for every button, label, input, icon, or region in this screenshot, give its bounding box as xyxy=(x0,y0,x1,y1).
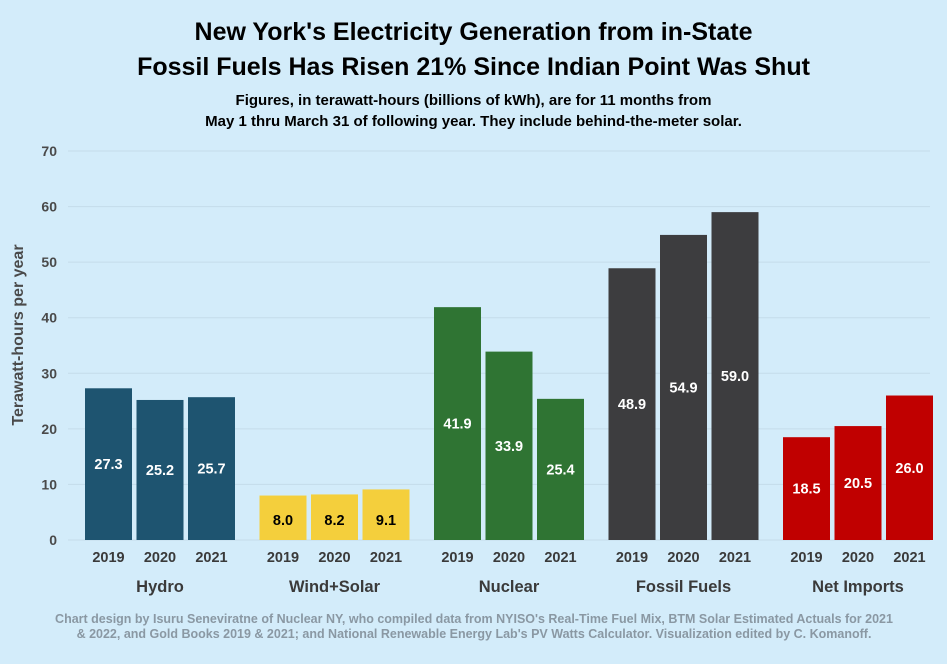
x-tick-label: 2019 xyxy=(92,550,124,566)
y-tick-label: 50 xyxy=(41,254,57,270)
y-tick-label: 20 xyxy=(41,421,57,437)
x-tick-label: 2020 xyxy=(667,550,699,566)
x-tick-label: 2021 xyxy=(893,550,925,566)
bar-data-label: 25.4 xyxy=(546,462,574,478)
x-tick-label: 2021 xyxy=(719,550,751,566)
chart-subtitle-line-1: Figures, in terawatt-hours (billions of … xyxy=(235,92,712,109)
x-tick-label: 2020 xyxy=(493,550,525,566)
x-tick-label: 2019 xyxy=(441,550,473,566)
x-tick-label: 2019 xyxy=(616,550,648,566)
x-tick-label: 2021 xyxy=(195,550,227,566)
category-label: Wind+Solar xyxy=(289,578,381,596)
x-tick-label: 2021 xyxy=(370,550,402,566)
bar-data-label: 48.9 xyxy=(618,397,646,413)
bar-data-label: 33.9 xyxy=(495,439,523,455)
bar xyxy=(886,395,933,540)
y-tick-label: 70 xyxy=(41,143,57,159)
y-tick-label: 30 xyxy=(41,365,57,381)
bar xyxy=(434,307,481,540)
bar-data-label: 8.2 xyxy=(324,513,344,529)
bar-data-label: 25.2 xyxy=(146,463,174,479)
category-label: Net Imports xyxy=(812,578,904,596)
bars: 27.3 25.2 25.7 8.0 8.2 9.1 41.9 33.9 25.4 48.9 54.… xyxy=(85,212,933,541)
footnote-line-2: & 2022, and Gold Books 2019 & 2021; and … xyxy=(76,627,872,641)
bar xyxy=(660,234,707,541)
bar xyxy=(485,351,533,540)
bar xyxy=(834,426,882,540)
bar-data-label: 27.3 xyxy=(94,457,122,473)
y-tick-label: 0 xyxy=(49,532,57,548)
x-tick-label: 2020 xyxy=(318,550,350,566)
bar-data-label: 41.9 xyxy=(443,417,471,433)
bar xyxy=(85,388,132,540)
chart-title-line-1: New York's Electricity Generation from i… xyxy=(194,18,753,46)
bar xyxy=(537,398,584,540)
bar xyxy=(259,495,307,540)
x-tick-label: 2019 xyxy=(790,550,822,566)
bar xyxy=(136,399,184,540)
bar xyxy=(311,494,358,540)
bar xyxy=(608,268,656,540)
chart-subtitle-line-2: May 1 thru March 31 of following year. T… xyxy=(205,113,742,130)
category-label: Hydro xyxy=(136,578,184,596)
bar xyxy=(783,437,830,540)
x-tick-label: 2021 xyxy=(544,550,576,566)
y-axis-label: Terawatt-hours per year xyxy=(10,244,27,425)
category-label: Nuclear xyxy=(479,578,540,596)
bar xyxy=(711,212,759,540)
bar-data-label: 9.1 xyxy=(376,513,396,529)
bar-data-label: 54.9 xyxy=(669,380,697,396)
category-label: Fossil Fuels xyxy=(636,578,731,596)
y-tick-label: 60 xyxy=(41,199,57,215)
bar-data-label: 26.0 xyxy=(895,461,923,477)
chart-title-line-2: Fossil Fuels Has Risen 21% Since Indian … xyxy=(137,53,810,81)
bar-data-label: 25.7 xyxy=(197,462,225,478)
bar-data-label: 18.5 xyxy=(792,482,820,498)
x-tick-label: 2020 xyxy=(144,550,176,566)
bar-data-label: 20.5 xyxy=(844,476,872,492)
bar-data-label: 59.0 xyxy=(721,369,749,385)
bar xyxy=(188,397,235,540)
x-axis-labels: 2019 2020 2021 Hydro 2019 2020 2021 Wind+Solar 2… xyxy=(92,550,925,596)
bar-data-label: 8.0 xyxy=(273,513,293,529)
x-tick-label: 2019 xyxy=(267,550,299,566)
y-axis-ticks: 0 10 20 30 40 50 60 70 xyxy=(41,143,57,548)
footnote-line-1: Chart design by Isuru Seneviratne of Nuc… xyxy=(55,612,893,626)
x-tick-label: 2020 xyxy=(842,550,874,566)
y-tick-label: 10 xyxy=(41,476,57,492)
bar xyxy=(362,489,410,540)
y-tick-label: 40 xyxy=(41,310,57,326)
